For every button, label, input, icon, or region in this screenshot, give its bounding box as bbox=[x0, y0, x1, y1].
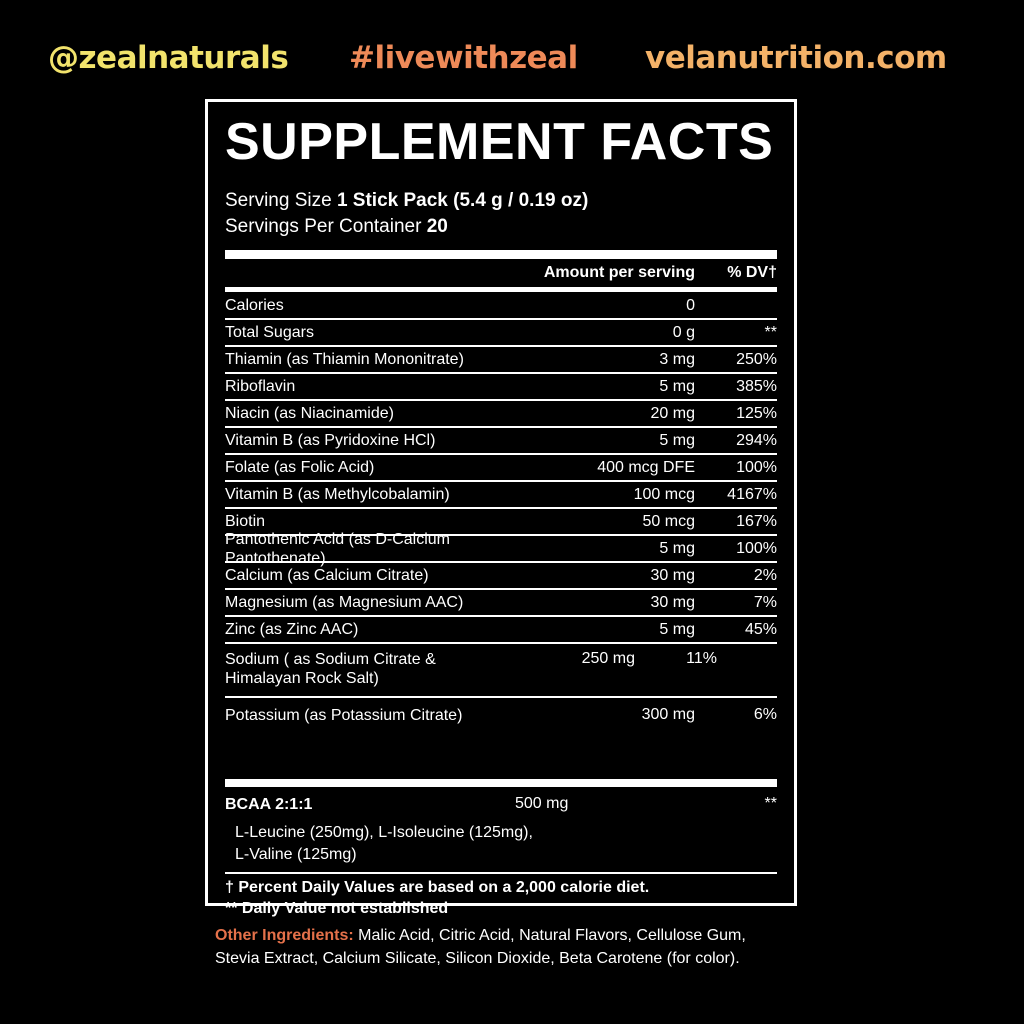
bcaa-detail-1: L-Leucine (250mg), L-Isoleucine (125mg), bbox=[235, 824, 533, 841]
nutrient-row: Total Sugars 0 g ** bbox=[225, 320, 777, 347]
nutrient-dv: 45% bbox=[744, 620, 777, 638]
nutrient-name: Magnesium (as Magnesium AAC) bbox=[225, 594, 464, 611]
bcaa-detail-2: L-Valine (125mg) bbox=[235, 846, 357, 863]
nutrient-amount: 20 mg bbox=[650, 404, 695, 422]
footnote-dv: † Percent Daily Values are based on a 2,… bbox=[225, 879, 650, 896]
nutrient-row: Niacin (as Niacinamide) 20 mg 125% bbox=[225, 401, 777, 428]
nutrient-row: Thiamin (as Thiamin Mononitrate) 3 mg 250% bbox=[225, 347, 777, 374]
divider-thick bbox=[225, 250, 777, 259]
bcaa-row: BCAA 2:1:1 500 mg ** bbox=[225, 795, 777, 813]
hashtag: #livewithzeal bbox=[349, 40, 578, 76]
panel-title: SUPPLEMENT FACTS bbox=[225, 113, 774, 171]
nutrient-amount: 3 mg bbox=[659, 350, 695, 368]
nutrient-amount: 0 bbox=[686, 296, 695, 314]
nutrient-dv: ** bbox=[764, 323, 777, 341]
nutrient-dv: 294% bbox=[736, 431, 777, 449]
nutrient-name: Pantothenic Acid (as D-Calcium Pantothen… bbox=[225, 530, 450, 567]
nutrient-row: Vitamin B (as Methylcobalamin) 100 mcg 416… bbox=[225, 482, 777, 509]
nutrient-name: Sodium ( as Sodium Citrate & Himalayan R… bbox=[225, 651, 436, 687]
nutrient-dv: 125% bbox=[736, 404, 777, 422]
nutrient-amount: 30 mg bbox=[650, 593, 695, 611]
website: velanutrition.com bbox=[645, 40, 947, 76]
nutrient-row: Pantothenic Acid (as D-Calcium Pantothen… bbox=[225, 531, 777, 567]
nutrient-row: Magnesium (as Magnesium AAC) 30 mg 7% bbox=[225, 590, 777, 617]
nutrient-name: Thiamin (as Thiamin Mononitrate) bbox=[225, 351, 464, 368]
nutrient-name: Biotin bbox=[225, 513, 266, 530]
nutrient-dv: 11% bbox=[686, 650, 717, 667]
nutrient-name: Niacin (as Niacinamide) bbox=[225, 405, 394, 422]
nutrient-name: Total Sugars bbox=[225, 324, 314, 341]
footnote-not-established: ** Daily Value not established bbox=[225, 900, 449, 917]
nutrient-dv: 6% bbox=[753, 706, 777, 723]
nutrient-name: Riboflavin bbox=[225, 378, 296, 395]
nutrient-row: Calcium (as Calcium Citrate) 30 mg 2% bbox=[225, 563, 777, 590]
nutrient-name: Folate (as Folic Acid) bbox=[225, 459, 375, 476]
nutrient-amount: 250 mg bbox=[581, 650, 635, 667]
nutrient-row: Calories 0 bbox=[225, 293, 777, 320]
nutrient-name: Zinc (as Zinc AAC) bbox=[225, 621, 359, 638]
nutrient-dv: 385% bbox=[736, 377, 777, 395]
nutrient-amount: 5 mg bbox=[659, 620, 695, 638]
nutrient-name: Vitamin B (as Methylcobalamin) bbox=[225, 486, 450, 503]
nutrient-amount: 5 mg bbox=[659, 377, 695, 395]
nutrient-amount: 0 g bbox=[672, 323, 695, 341]
nutrient-amount: 50 mcg bbox=[642, 512, 695, 530]
nutrient-name: Potassium (as Potassium Citrate) bbox=[225, 706, 463, 724]
nutrient-row: Vitamin B (as Pyridoxine HCl) 5 mg 294% bbox=[225, 428, 777, 455]
nutrient-row: Folate (as Folic Acid) 400 mcg DFE 100% bbox=[225, 455, 777, 482]
nutrient-dv: 100% bbox=[736, 539, 777, 557]
nutrient-dv: 250% bbox=[736, 350, 777, 368]
nutrient-name: Calcium (as Calcium Citrate) bbox=[225, 567, 429, 584]
instagram-handle: @zealnaturals bbox=[48, 40, 289, 76]
nutrient-amount: 30 mg bbox=[650, 566, 695, 584]
divider-thick bbox=[225, 779, 777, 787]
nutrient-dv: 100% bbox=[736, 458, 777, 476]
nutrient-amount: 300 mg bbox=[641, 706, 695, 723]
nutrient-dv: 2% bbox=[753, 566, 777, 584]
serving-size: Serving Size 1 Stick Pack (5.4 g / 0.19 … bbox=[225, 190, 589, 211]
nutrient-dv: 4167% bbox=[727, 485, 777, 503]
nutrient-amount: 5 mg bbox=[659, 539, 695, 557]
banner: @zealnaturals #livewithzeal velanutritio… bbox=[0, 40, 1024, 84]
nutrient-amount: 400 mcg DFE bbox=[597, 458, 695, 476]
nutrient-row: Potassium (as Potassium Citrate) 300 mg 6% bbox=[225, 698, 777, 732]
nutrient-row: Sodium ( as Sodium Citrate & Himalayan R… bbox=[225, 644, 777, 698]
nutrient-name: Calories bbox=[225, 297, 284, 314]
divider bbox=[225, 287, 777, 292]
nutrient-amount: 5 mg bbox=[659, 431, 695, 449]
nutrient-row: Biotin 50 mcg 167% bbox=[225, 509, 777, 536]
divider bbox=[225, 872, 777, 874]
other-ingredients: Other Ingredients: Malic Acid, Citric Ac… bbox=[215, 927, 746, 967]
column-header: Amount per serving% DV† bbox=[543, 264, 777, 281]
servings-per-container: Servings Per Container 20 bbox=[225, 216, 448, 237]
nutrient-dv: 7% bbox=[753, 593, 777, 611]
supplement-facts-panel: SUPPLEMENT FACTS Serving Size 1 Stick Pa… bbox=[205, 99, 797, 917]
nutrient-amount: 100 mcg bbox=[633, 485, 695, 503]
nutrient-row: Riboflavin 5 mg 385% bbox=[225, 374, 777, 401]
nutrient-name: Vitamin B (as Pyridoxine HCl) bbox=[225, 432, 436, 449]
nutrient-row: Zinc (as Zinc AAC) 5 mg 45% bbox=[225, 617, 777, 644]
nutrient-dv: 167% bbox=[736, 512, 777, 530]
